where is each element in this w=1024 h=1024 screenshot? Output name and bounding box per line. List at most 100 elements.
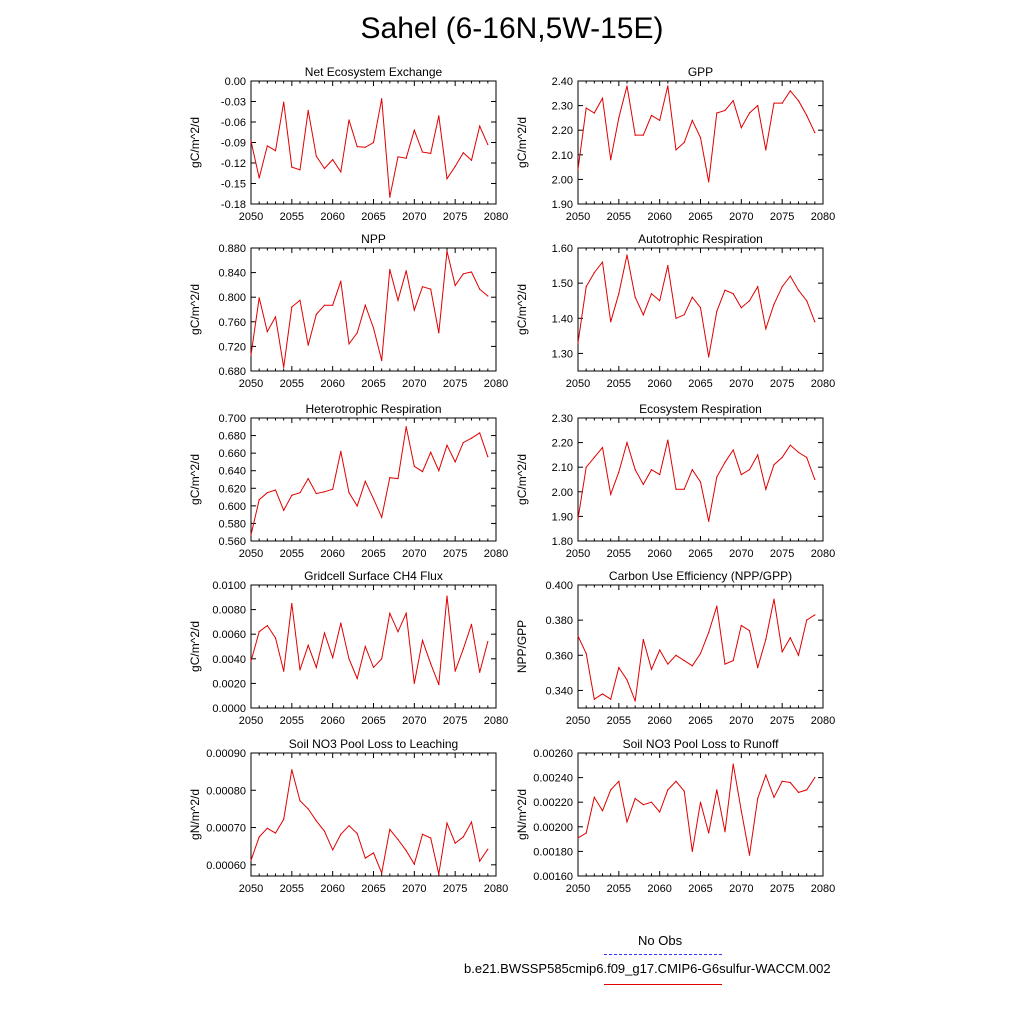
data-point xyxy=(675,488,677,490)
y-tick-label: 1.90 xyxy=(552,511,573,523)
x-tick-label: 2060 xyxy=(647,378,671,390)
data-point xyxy=(430,663,432,665)
data-point xyxy=(716,789,718,791)
data-point xyxy=(479,125,481,127)
data-point xyxy=(634,797,636,800)
data-point xyxy=(585,466,587,468)
data-point xyxy=(740,810,742,812)
data-point xyxy=(487,640,489,643)
data-point xyxy=(748,630,751,632)
data-point xyxy=(283,818,285,820)
data-point xyxy=(797,100,800,102)
data-point xyxy=(438,873,440,875)
figure-title: Sahel (6-16N,5W-15E) xyxy=(360,12,664,45)
data-point xyxy=(323,167,326,170)
data-point xyxy=(691,296,693,298)
data-point xyxy=(765,488,767,490)
data-point xyxy=(716,310,718,312)
data-point xyxy=(283,101,285,103)
panel-8: Carbon Use Efficiency (NPP/GPP) NPP/GPP 20… xyxy=(515,569,835,727)
x-tick-label: 2080 xyxy=(811,883,835,895)
data-point xyxy=(487,143,489,146)
plot-frame xyxy=(577,80,824,205)
data-point xyxy=(430,837,432,839)
plot-frame xyxy=(250,417,497,542)
y-tick-label: 0.00180 xyxy=(533,846,573,858)
x-tick-label: 2060 xyxy=(647,211,671,223)
x-tick-label: 2065 xyxy=(361,548,385,560)
y-tick-label: 0.00260 xyxy=(533,748,573,760)
x-tick-label: 2075 xyxy=(770,548,794,560)
data-point xyxy=(765,774,767,776)
y-tick-label: 1.60 xyxy=(552,243,573,255)
data-point xyxy=(765,328,767,330)
data-point xyxy=(757,454,759,456)
data-point xyxy=(356,146,358,148)
data-point xyxy=(675,654,677,656)
data-point xyxy=(274,489,277,491)
y-tick-label: 0.720 xyxy=(218,341,246,353)
y-tick-label: -0.03 xyxy=(221,97,246,109)
data-point xyxy=(724,663,726,665)
data-point xyxy=(610,698,612,700)
data-point xyxy=(789,781,791,784)
data-point xyxy=(708,631,710,634)
y-axis-label: gC/m^2/d xyxy=(188,621,202,672)
data-point xyxy=(642,804,644,806)
x-tick-label: 2080 xyxy=(484,883,508,895)
data-point xyxy=(577,635,579,637)
x-tick-label: 2070 xyxy=(402,211,426,223)
panel-title: Ecosystem Respiration xyxy=(639,402,762,416)
data-point xyxy=(748,469,751,471)
data-point xyxy=(757,797,759,800)
data-point xyxy=(283,509,285,511)
y-tick-label: -0.18 xyxy=(221,199,246,211)
x-tick-label: 2065 xyxy=(688,548,712,560)
data-point xyxy=(577,342,579,344)
x-tick-label: 2055 xyxy=(607,548,631,560)
y-tick-label: 1.90 xyxy=(552,199,573,211)
data-point xyxy=(667,789,669,791)
data-point xyxy=(340,280,342,282)
y-tick-label: 0.600 xyxy=(218,501,246,513)
data-point xyxy=(413,863,415,865)
data-point xyxy=(299,800,301,802)
data-point xyxy=(699,801,702,803)
x-tick-label: 2050 xyxy=(239,715,263,727)
panel-title: Heterotrophic Respiration xyxy=(305,402,441,416)
data-point xyxy=(650,801,653,803)
x-tick-label: 2075 xyxy=(770,378,794,390)
data-point xyxy=(381,359,383,362)
data-point xyxy=(691,119,693,121)
data-point xyxy=(806,300,808,302)
data-point xyxy=(797,289,800,291)
data-point xyxy=(610,159,612,161)
data-point xyxy=(274,637,277,639)
x-tick-label: 2065 xyxy=(361,211,385,223)
data-point xyxy=(274,316,277,318)
y-tick-label: 0.340 xyxy=(545,685,573,697)
data-point xyxy=(405,157,407,159)
data-point xyxy=(438,470,440,472)
y-axis-label: gN/m^2/d xyxy=(515,789,529,840)
data-point xyxy=(601,810,604,812)
y-tick-label: 0.00160 xyxy=(533,871,573,883)
data-point xyxy=(601,97,604,99)
data-point xyxy=(438,115,440,117)
series-line xyxy=(577,85,816,182)
data-point xyxy=(323,491,326,493)
y-tick-label: 0.680 xyxy=(218,431,246,443)
y-axis-label: NPP/GPP xyxy=(515,620,529,673)
data-point xyxy=(593,796,595,798)
data-point xyxy=(781,651,783,653)
y-tick-label: 1.50 xyxy=(552,278,573,290)
data-point xyxy=(683,141,685,144)
data-point xyxy=(413,465,415,467)
x-tick-label: 2080 xyxy=(811,715,835,727)
y-tick-label: 2.20 xyxy=(552,125,573,137)
data-point xyxy=(601,446,604,449)
x-tick-label: 2070 xyxy=(402,883,426,895)
x-tick-label: 2080 xyxy=(484,378,508,390)
data-point xyxy=(773,598,775,600)
data-point xyxy=(250,660,252,662)
